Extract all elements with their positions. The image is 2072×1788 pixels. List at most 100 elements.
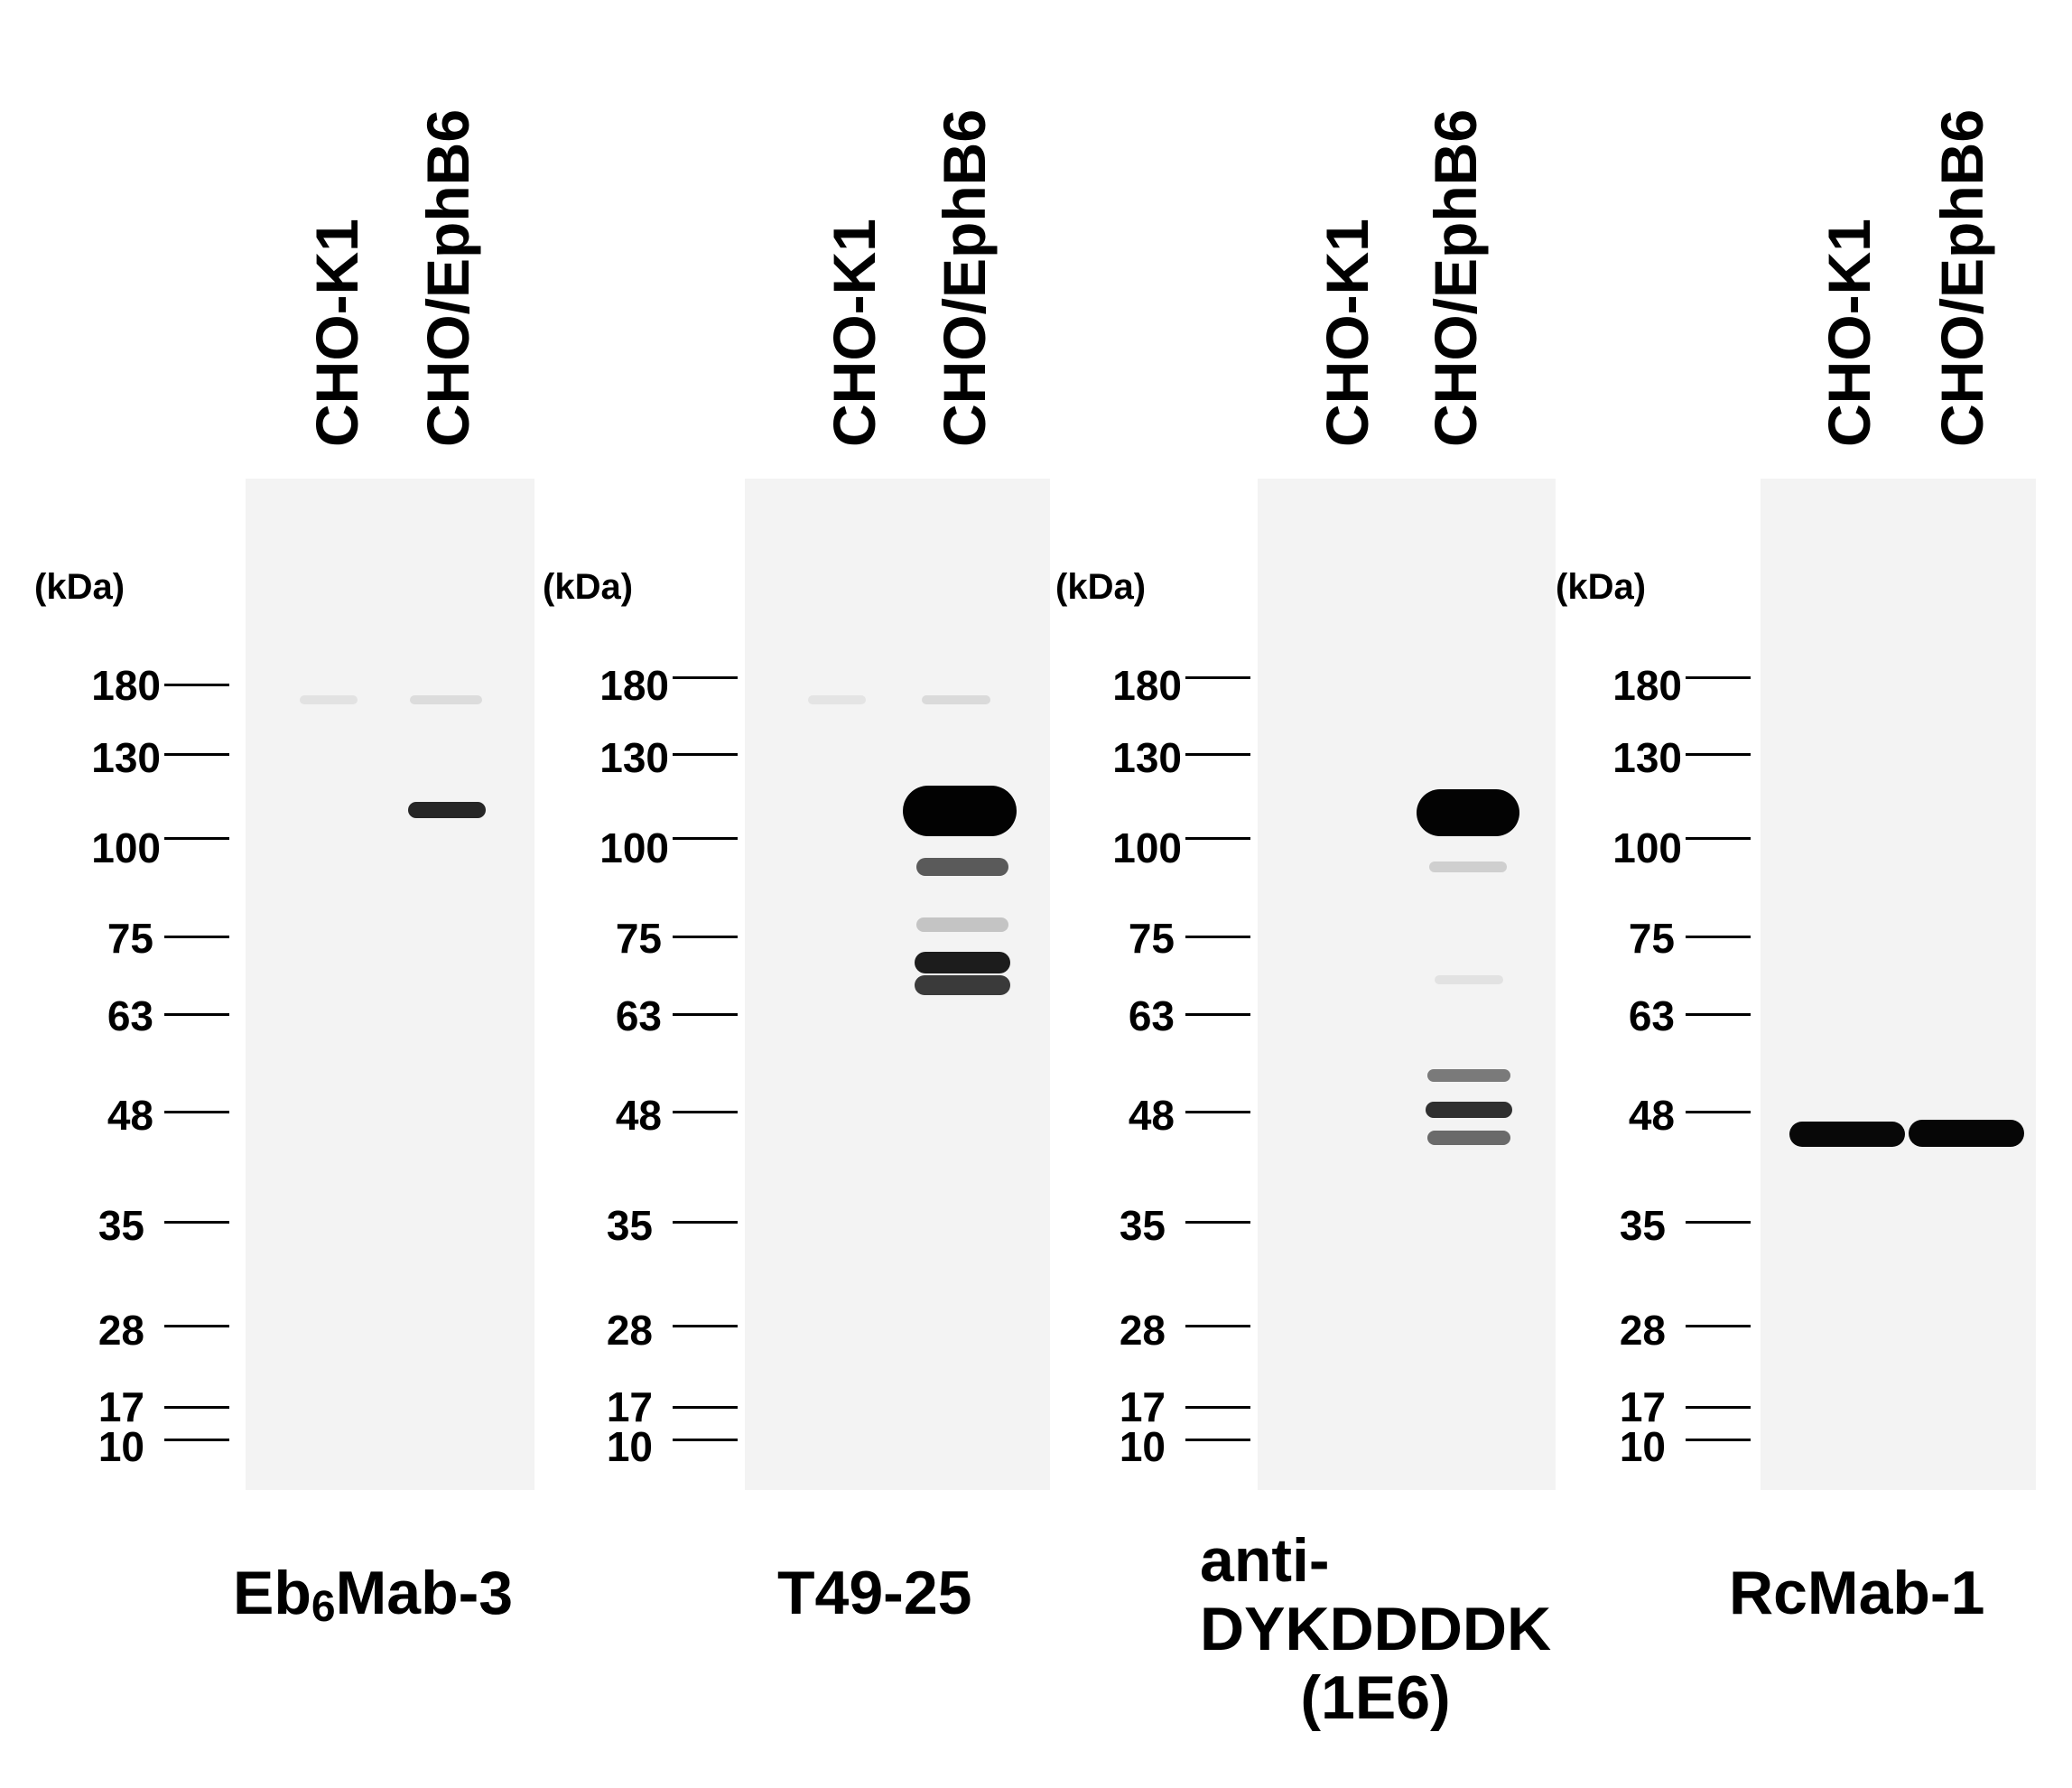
band-ephb6-65	[1435, 975, 1503, 984]
marker-tick-48	[1686, 1111, 1751, 1113]
marker-label-10: 10	[1619, 1423, 1666, 1470]
marker-label-10: 10	[98, 1423, 144, 1470]
blot-panel-4: CHO-K1 CHO/EphB6 (kDa) 180 130 100 75 63…	[1521, 0, 2036, 1788]
marker-tick-28	[164, 1325, 229, 1327]
band-ephb6-90	[916, 858, 1008, 876]
antibody-name-line2: DYKDDDDK	[1200, 1595, 1552, 1664]
marker-tick-10	[164, 1439, 229, 1441]
antibody-name-rest: Mab-3	[335, 1559, 514, 1627]
band-ephb6-main	[1417, 789, 1519, 836]
marker-tick-10	[1686, 1439, 1751, 1441]
marker-label-48: 48	[1128, 1092, 1175, 1139]
marker-tick-48	[1185, 1111, 1250, 1113]
blot-membrane	[1258, 479, 1556, 1490]
marker-tick-180	[673, 676, 738, 679]
kda-unit-label: (kDa)	[34, 567, 125, 607]
marker-tick-130	[1185, 753, 1250, 756]
marker-tick-35	[1185, 1221, 1250, 1224]
lane-label-cho-k1: CHO-K1	[821, 218, 887, 447]
antibody-name: Eb6Mab-3	[233, 1559, 514, 1631]
blot-panel-1: CHO-K1 CHO/EphB6 (kDa) 180 130 100 75 63…	[0, 0, 534, 1788]
marker-label-28: 28	[606, 1307, 653, 1354]
marker-tick-35	[1686, 1221, 1751, 1224]
marker-label-75: 75	[1128, 915, 1175, 962]
marker-tick-100	[1686, 837, 1751, 840]
marker-tick-35	[673, 1221, 738, 1224]
band-ephb6-52	[1427, 1069, 1510, 1082]
marker-tick-10	[673, 1439, 738, 1441]
antibody-name-subscript: 6	[311, 1583, 336, 1631]
marker-tick-100	[164, 837, 229, 840]
marker-label-100: 100	[1112, 824, 1182, 871]
marker-tick-75	[673, 936, 738, 938]
band-faint-180-lane1	[808, 695, 866, 704]
marker-tick-180	[164, 684, 229, 686]
marker-tick-75	[1686, 936, 1751, 938]
marker-label-130: 130	[599, 734, 669, 781]
marker-label-180: 180	[1612, 662, 1682, 709]
marker-tick-63	[1686, 1013, 1751, 1016]
band-ephb6-63	[915, 975, 1010, 995]
marker-label-180: 180	[1112, 662, 1182, 709]
band-ephb6-main	[903, 786, 1017, 836]
band-ephb6-90	[1429, 861, 1507, 872]
marker-label-28: 28	[1119, 1307, 1166, 1354]
antibody-name-line3: (1E6)	[1300, 1663, 1451, 1733]
marker-label-63: 63	[1628, 992, 1675, 1039]
marker-label-63: 63	[1128, 992, 1175, 1039]
marker-label-28: 28	[98, 1307, 144, 1354]
antibody-name: RcMab-1	[1729, 1559, 1984, 1627]
marker-tick-28	[673, 1325, 738, 1327]
marker-label-48: 48	[107, 1092, 153, 1139]
band-faint-180-lane2	[922, 695, 990, 704]
marker-label-35: 35	[606, 1202, 653, 1249]
marker-tick-35	[164, 1221, 229, 1224]
marker-tick-63	[164, 1013, 229, 1016]
band-ephb6	[408, 802, 486, 818]
marker-label-17: 17	[1619, 1383, 1666, 1430]
antibody-name: anti- DYKDDDDK (1E6)	[1200, 1526, 1551, 1732]
antibody-name: T49-25	[777, 1559, 971, 1627]
band-faint-180-lane2	[410, 695, 482, 704]
antibody-name-main: T49-25	[777, 1559, 972, 1627]
marker-tick-130	[164, 753, 229, 756]
lane-label-cho-ephb6: CHO/EphB6	[931, 108, 998, 447]
marker-label-100: 100	[599, 824, 669, 871]
blot-membrane	[745, 479, 1050, 1490]
antibody-name-main: RcMab-1	[1729, 1559, 1985, 1627]
blot-panel-3: CHO-K1 CHO/EphB6 (kDa) 180 130 100 75 63…	[1021, 0, 1556, 1788]
band-faint-180-lane1	[300, 695, 358, 704]
marker-tick-17	[1185, 1406, 1250, 1409]
kda-unit-label: (kDa)	[1055, 567, 1147, 607]
marker-label-10: 10	[606, 1423, 653, 1470]
marker-label-17: 17	[606, 1383, 653, 1430]
marker-label-75: 75	[615, 915, 662, 962]
marker-tick-63	[673, 1013, 738, 1016]
marker-tick-75	[164, 936, 229, 938]
band-loading-control-lane1	[1789, 1122, 1905, 1147]
lane-label-cho-k1: CHO-K1	[1314, 218, 1380, 447]
lane-label-cho-ephb6: CHO/EphB6	[1928, 108, 1995, 447]
marker-label-100: 100	[91, 824, 161, 871]
marker-label-130: 130	[91, 734, 161, 781]
marker-tick-63	[1185, 1013, 1250, 1016]
marker-tick-17	[164, 1406, 229, 1409]
blot-membrane	[1761, 479, 2036, 1490]
marker-label-75: 75	[107, 915, 153, 962]
marker-label-180: 180	[91, 662, 161, 709]
band-loading-control-lane2	[1909, 1120, 2024, 1147]
marker-tick-130	[673, 753, 738, 756]
marker-tick-100	[1185, 837, 1250, 840]
blot-membrane	[246, 479, 534, 1490]
marker-tick-180	[1185, 676, 1250, 679]
marker-label-63: 63	[615, 992, 662, 1039]
lane-label-cho-k1: CHO-K1	[303, 218, 370, 447]
marker-label-35: 35	[98, 1202, 144, 1249]
marker-tick-75	[1185, 936, 1250, 938]
antibody-name-line1: anti-	[1200, 1526, 1330, 1595]
marker-label-17: 17	[1119, 1383, 1166, 1430]
lane-label-cho-k1: CHO-K1	[1816, 218, 1882, 447]
lane-label-cho-ephb6: CHO/EphB6	[1422, 108, 1489, 447]
marker-label-48: 48	[615, 1092, 662, 1139]
kda-unit-label: (kDa)	[1556, 567, 1647, 607]
